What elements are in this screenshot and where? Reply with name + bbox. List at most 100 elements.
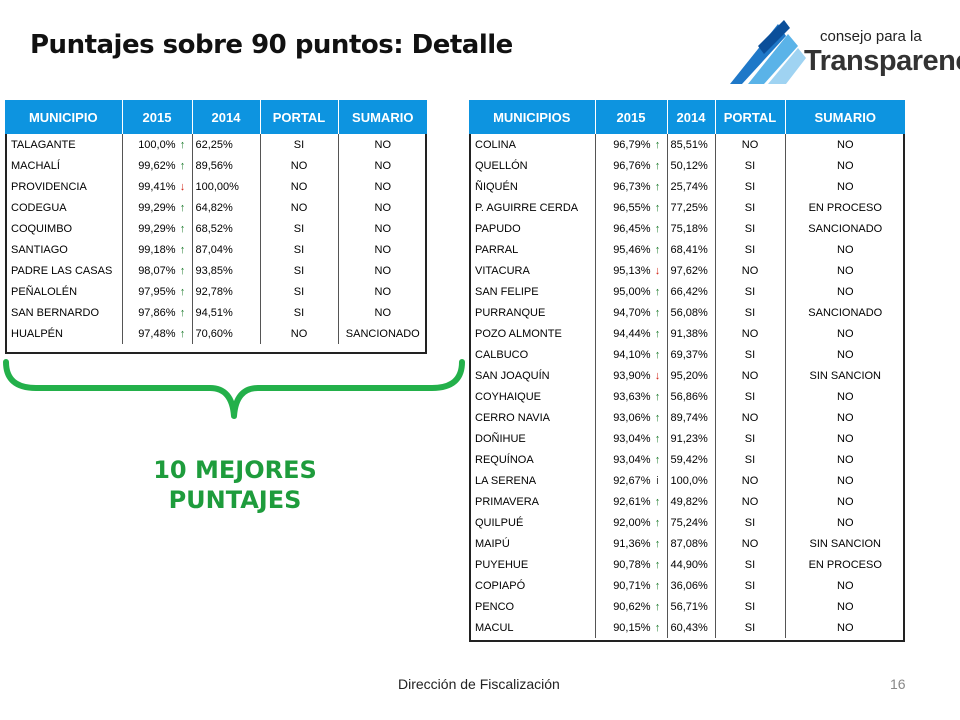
table-row: ÑIQUÉN 96,73% ↑ 25,74% SI NO: [469, 176, 905, 197]
score-2014: 60,43%: [666, 617, 715, 638]
arrow-up-icon: ↑: [179, 159, 186, 172]
sumario-status: SIN SANCION: [784, 365, 905, 386]
municipio-name: DOÑIHUE: [475, 432, 526, 445]
table-row: QUILPUÉ 92,00% ↑ 75,24% SI NO: [469, 512, 905, 533]
table-row: HUALPÉN 97,48% ↑ 70,60% NO SANCIONADO: [5, 323, 427, 344]
score-2014: 100,00%: [191, 176, 260, 197]
score-2014: 92,78%: [191, 281, 260, 302]
municipio-name: CALBUCO: [475, 348, 529, 361]
sumario-status: NO: [337, 155, 427, 176]
score-2015: 94,70%: [613, 306, 651, 319]
municipio-name: PADRE LAS CASAS: [11, 264, 113, 277]
score-2014: 25,74%: [666, 176, 715, 197]
score-2015: 95,13%: [613, 264, 651, 277]
col-header-municipio[interactable]: MUNICIPIO: [5, 100, 123, 134]
portal-status: SI: [714, 386, 785, 407]
sumario-status: NO: [784, 344, 905, 365]
sumario-status: SANCIONADO: [784, 302, 905, 323]
score-2015: 99,18%: [138, 243, 176, 256]
col-header-sumario[interactable]: SUMARIO: [785, 100, 905, 134]
table-row: PARRAL 95,46% ↑ 68,41% SI NO: [469, 239, 905, 260]
score-2015: 91,36%: [613, 537, 651, 550]
score-2015-cell: 96,79% ↑: [594, 134, 667, 155]
col-header-2015[interactable]: 2015: [122, 100, 193, 134]
ranking-table: MUNICIPIOS 2015 2014 PORTAL SUMARIO COLI…: [469, 100, 905, 638]
score-2015: 96,45%: [613, 222, 651, 235]
portal-status: SI: [714, 239, 785, 260]
score-2015-cell: 93,04% ↑: [594, 449, 667, 470]
table-row: PURRANQUE 94,70% ↑ 56,08% SI SANCIONADO: [469, 302, 905, 323]
info-icon: i: [656, 474, 659, 487]
arrow-down-icon: ↓: [179, 180, 186, 193]
col-header-municipios[interactable]: MUNICIPIOS: [469, 100, 596, 134]
municipio-name: PARRAL: [475, 243, 519, 256]
municipio-name: COLINA: [475, 138, 516, 151]
col-header-2014[interactable]: 2014: [192, 100, 261, 134]
table-row: TALAGANTE 100,0% ↑ 62,25% SI NO: [5, 134, 427, 155]
sumario-status: NO: [337, 302, 427, 323]
col-header-sumario[interactable]: SUMARIO: [338, 100, 427, 134]
score-2014: 70,60%: [191, 323, 260, 344]
table-row: PROVIDENCIA 99,41% ↓ 100,00% NO NO: [5, 176, 427, 197]
sumario-status: NO: [784, 155, 905, 176]
score-2015: 92,67%: [613, 474, 651, 487]
table-row: PADRE LAS CASAS 98,07% ↑ 93,85% SI NO: [5, 260, 427, 281]
municipio-name: MACUL: [475, 621, 514, 634]
arrow-down-icon: ↓: [654, 264, 661, 277]
portal-status: SI: [259, 260, 338, 281]
table-row: LA SERENA 92,67% i 100,0% NO NO: [469, 470, 905, 491]
portal-status: SI: [714, 596, 785, 617]
municipio-name: PUYEHUE: [475, 558, 529, 571]
arrow-up-icon: ↑: [654, 138, 661, 151]
col-header-portal[interactable]: PORTAL: [260, 100, 339, 134]
table-row: CERRO NAVIA 93,06% ↑ 89,74% NO NO: [469, 407, 905, 428]
arrow-up-icon: ↑: [654, 180, 661, 193]
municipio-name: LA SERENA: [475, 474, 537, 487]
arrow-up-icon: ↑: [654, 306, 661, 319]
score-2015: 99,29%: [138, 201, 176, 214]
score-2015: 93,06%: [613, 411, 651, 424]
col-header-2015[interactable]: 2015: [595, 100, 668, 134]
arrow-down-icon: ↓: [654, 369, 661, 382]
score-2015: 96,79%: [613, 138, 651, 151]
sumario-status: EN PROCESO: [784, 197, 905, 218]
table-row: SAN BERNARDO 97,86% ↑ 94,51% SI NO: [5, 302, 427, 323]
municipio-name: MAIPÚ: [475, 537, 510, 550]
portal-status: SI: [714, 155, 785, 176]
portal-status: SI: [714, 449, 785, 470]
table-row: COYHAIQUE 93,63% ↑ 56,86% SI NO: [469, 386, 905, 407]
score-2015-cell: 94,44% ↑: [594, 323, 667, 344]
table-row: COLINA 96,79% ↑ 85,51% NO NO: [469, 134, 905, 155]
score-2014: 56,08%: [666, 302, 715, 323]
portal-status: NO: [714, 134, 785, 155]
municipio-name: PRIMAVERA: [475, 495, 539, 508]
score-2015-cell: 90,78% ↑: [594, 554, 667, 575]
municipio-name: PAPUDO: [475, 222, 521, 235]
sumario-status: NO: [784, 449, 905, 470]
portal-status: SI: [714, 176, 785, 197]
score-2015: 96,73%: [613, 180, 651, 193]
portal-status: SI: [259, 281, 338, 302]
table-row: SAN FELIPE 95,00% ↑ 66,42% SI NO: [469, 281, 905, 302]
score-2015-cell: 96,45% ↑: [594, 218, 667, 239]
score-2015-cell: 99,62% ↑: [121, 155, 192, 176]
arrow-up-icon: ↑: [654, 411, 661, 424]
sumario-status: NO: [784, 323, 905, 344]
score-2014: 91,23%: [666, 428, 715, 449]
table-row: MACUL 90,15% ↑ 60,43% SI NO: [469, 617, 905, 638]
col-header-2014[interactable]: 2014: [667, 100, 716, 134]
score-2015: 97,95%: [138, 285, 176, 298]
sumario-status: NO: [337, 260, 427, 281]
score-2014: 44,90%: [666, 554, 715, 575]
portal-status: SI: [714, 554, 785, 575]
municipio-name: QUILPUÉ: [475, 516, 524, 529]
col-header-portal[interactable]: PORTAL: [715, 100, 786, 134]
score-2014: 100,0%: [666, 470, 715, 491]
table-row: REQUÍNOA 93,04% ↑ 59,42% SI NO: [469, 449, 905, 470]
sumario-status: SIN SANCION: [784, 533, 905, 554]
municipio-name: SAN BERNARDO: [11, 306, 100, 319]
score-2015: 97,86%: [138, 306, 176, 319]
arrow-up-icon: ↑: [654, 243, 661, 256]
table-row: P. AGUIRRE CERDA 96,55% ↑ 77,25% SI EN PROCES…: [469, 197, 905, 218]
portal-status: SI: [259, 302, 338, 323]
